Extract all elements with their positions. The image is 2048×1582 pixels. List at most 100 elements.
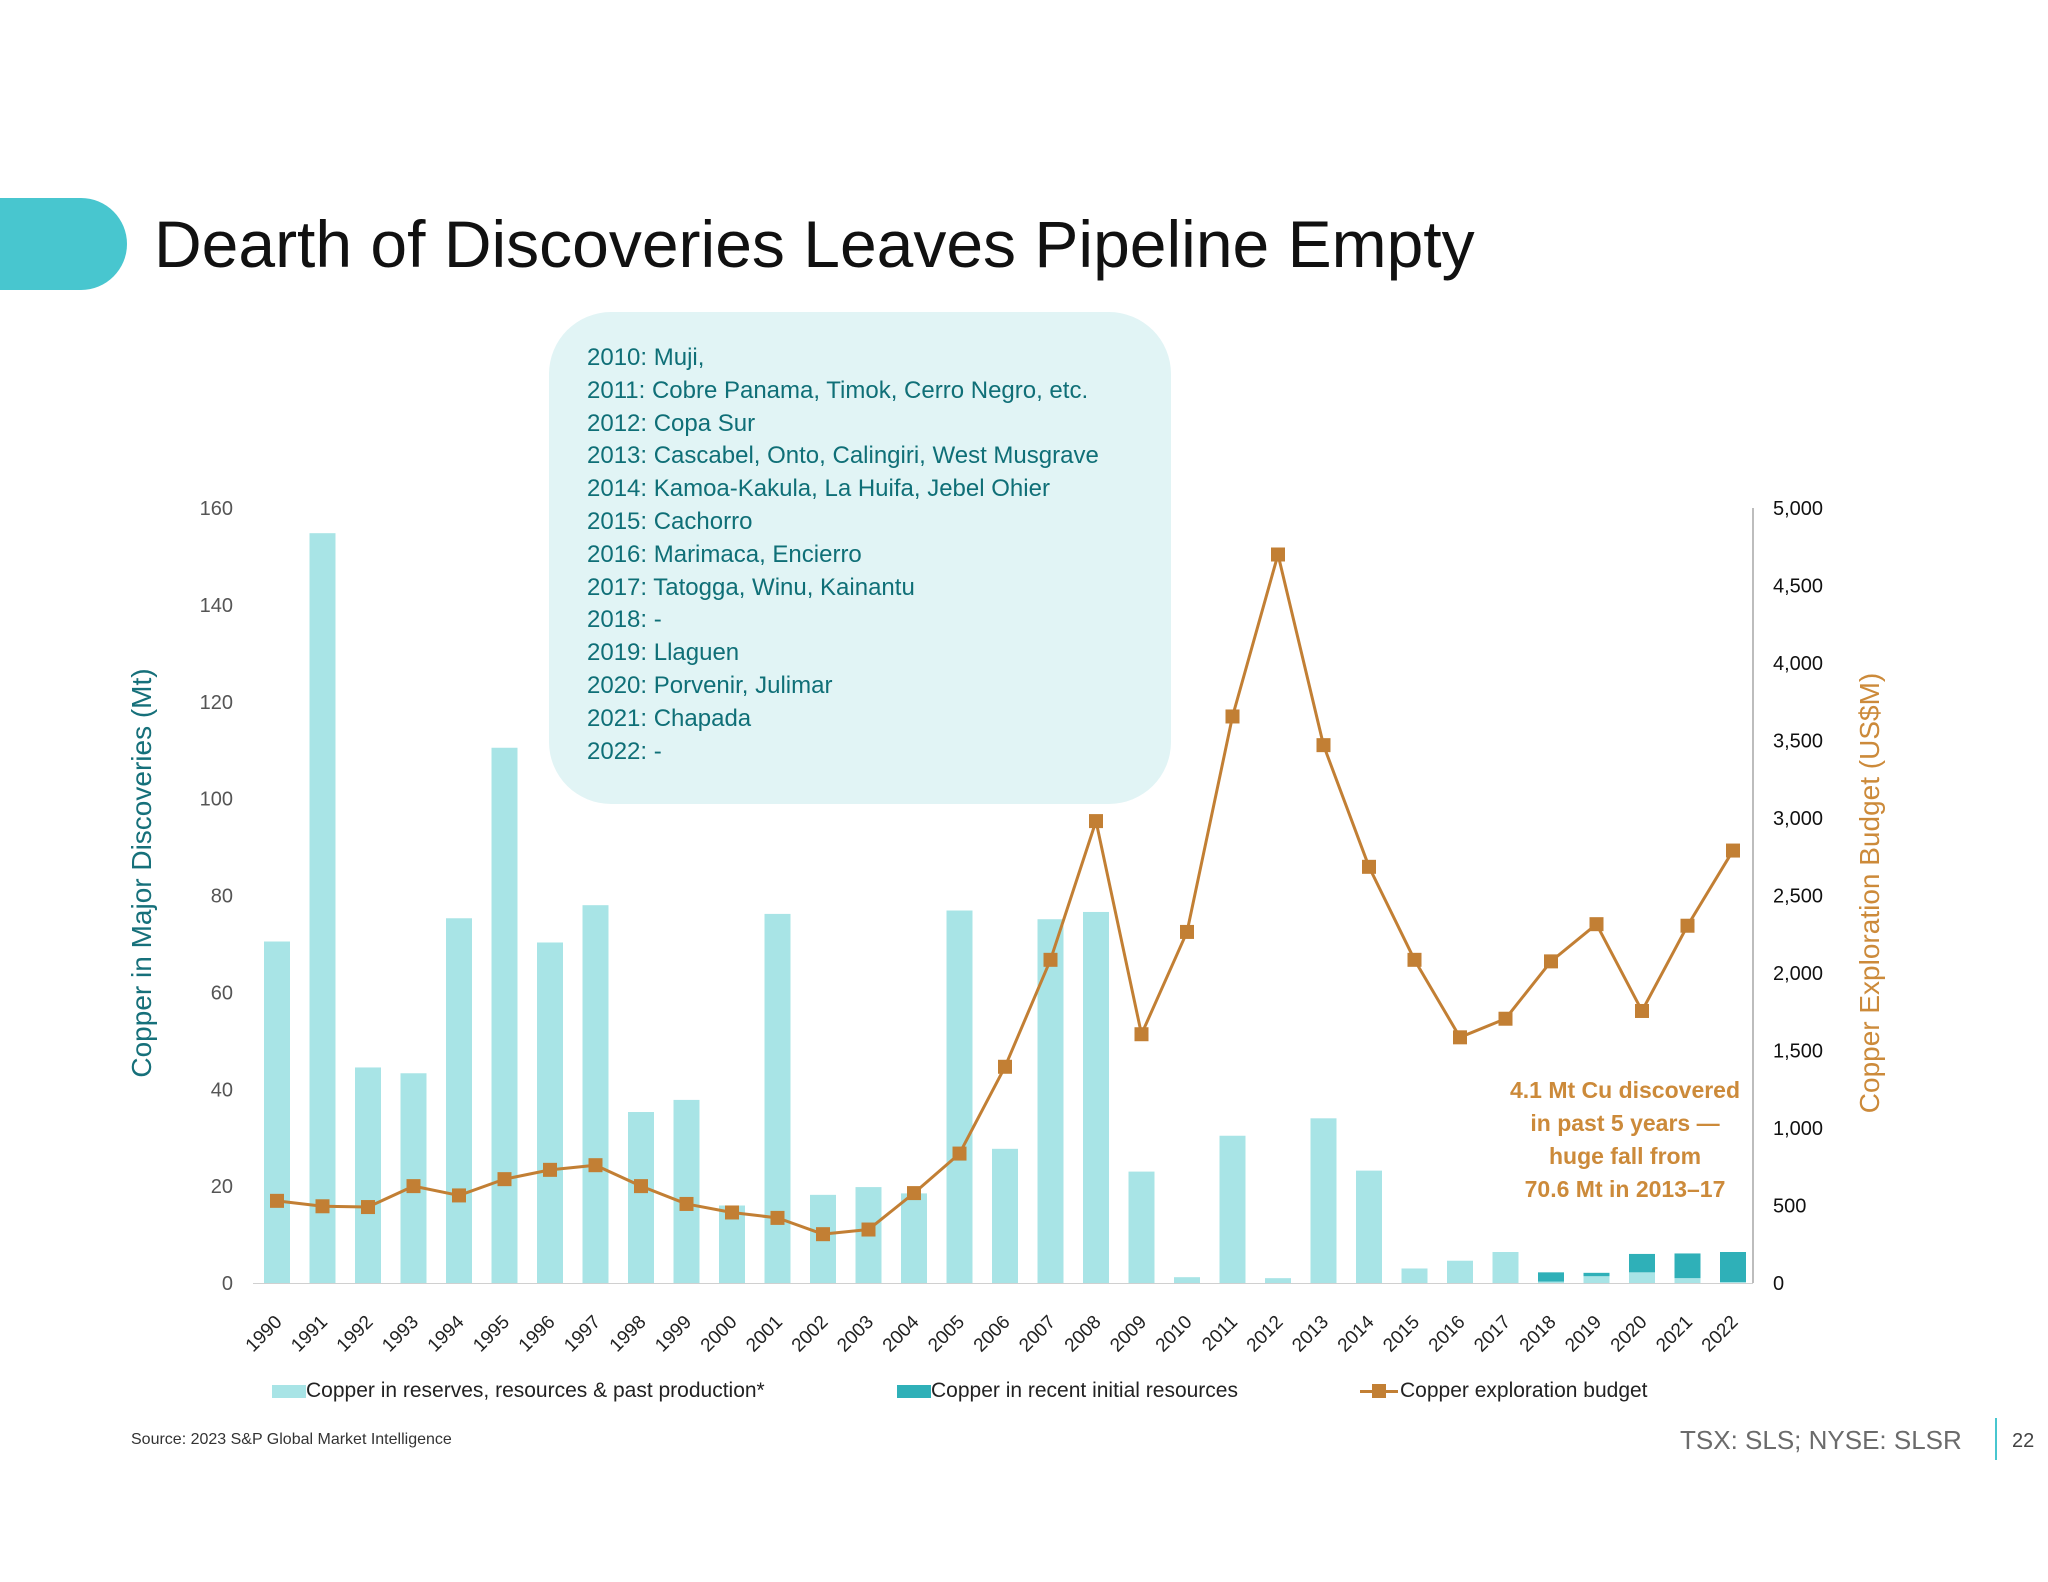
- callout-line: 2016: Marimaca, Encierro: [587, 540, 862, 568]
- budget-point-1990: [270, 1193, 284, 1208]
- chart-legend: Copper in reserves, resources & past pro…: [0, 1374, 2048, 1408]
- x-tick-label: 2021: [1652, 1312, 1697, 1357]
- left-tick-label: 20: [211, 1176, 233, 1198]
- bar-reserves-1999: [673, 1099, 700, 1283]
- right-tick-label: 2,000: [1773, 963, 1823, 985]
- callout-line: 2017: Tatogga, Winu, Kainantu: [587, 573, 915, 601]
- legend-label-reserves: Copper in reserves, resources & past pro…: [306, 1379, 765, 1402]
- bar-reserves-1994: [446, 918, 472, 1283]
- budget-point-1993: [406, 1179, 421, 1194]
- bar-recent-2019: [1583, 1272, 1610, 1277]
- x-tick-label: 1995: [469, 1312, 514, 1357]
- x-tick-label: 1996: [515, 1312, 560, 1357]
- budget-point-2013: [1316, 738, 1331, 753]
- bar-reserves-1996: [537, 942, 563, 1283]
- budget-point-2002: [816, 1227, 830, 1242]
- callout-line: 2022: -: [587, 737, 662, 765]
- callout-line: 2013: Cascabel, Onto, Calingiri, West Mu…: [587, 442, 1099, 470]
- x-tick-label: 2019: [1561, 1312, 1606, 1357]
- bar-reserves-2013: [1310, 1118, 1337, 1283]
- annotation-line: in past 5 years —: [1530, 1110, 1720, 1136]
- bar-reserves-2015: [1401, 1268, 1428, 1283]
- budget-point-2016: [1453, 1030, 1467, 1045]
- x-axis-ticks: 1990 1991 1992 1993 1994 1995 1996 1997 1998 1999…: [242, 1311, 1743, 1356]
- callout-line: 2018: -: [587, 606, 662, 634]
- x-tick-label: 1994: [424, 1311, 469, 1356]
- bar-recent-2022: [1720, 1252, 1746, 1283]
- bar-reserves-2020: [1629, 1272, 1655, 1283]
- callout-line: 2020: Porvenir, Julimar: [587, 671, 833, 699]
- x-tick-label: 1997: [560, 1312, 605, 1357]
- x-tick-label: 2004: [879, 1311, 924, 1356]
- left-tick-label: 140: [200, 595, 233, 617]
- callout-line: 2010: Muji,: [587, 344, 705, 371]
- budget-point-2015: [1407, 952, 1422, 967]
- x-tick-label: 2015: [1379, 1312, 1424, 1357]
- right-axis: 0 500 1,000 1,500 2,000 2,500 3,000 3,500 4,000 4…: [1752, 498, 1823, 1295]
- callout-line: 2011: Cobre Panama, Timok, Cerro Negro, …: [587, 376, 1089, 404]
- x-tick-label: 2001: [742, 1312, 787, 1357]
- x-tick-label: 2017: [1470, 1312, 1515, 1357]
- bar-reserves-2004: [901, 1193, 927, 1283]
- x-tick-label: 2007: [1015, 1312, 1060, 1357]
- bar-reserves-2014: [1356, 1170, 1382, 1283]
- discoveries-callout: 2010: Muji, 2011: Cobre Panama, Timok, C…: [549, 312, 1171, 804]
- source-note: Source: 2023 S&P Global Market Intellige…: [131, 1431, 452, 1448]
- right-tick-label: 3,500: [1773, 731, 1823, 753]
- budget-point-1995: [497, 1172, 512, 1187]
- x-tick-label: 2016: [1425, 1312, 1470, 1357]
- legend-swatch-budget: [1360, 1384, 1398, 1398]
- x-tick-label: 2020: [1607, 1312, 1652, 1357]
- bar-reserves-2009: [1128, 1171, 1155, 1283]
- discovery-annotation: 4.1 Mt Cu discovered in past 5 years — h…: [1478, 1074, 1772, 1206]
- budget-point-2000: [725, 1205, 739, 1220]
- legend-item-reserves: Copper in reserves, resources & past pro…: [272, 1374, 765, 1408]
- budget-point-2010: [1180, 924, 1194, 939]
- legend-swatch-reserves: [272, 1384, 306, 1398]
- title-accent-tab: [0, 198, 127, 290]
- page-number: 22: [2012, 1430, 2035, 1452]
- bar-reserves-2021: [1674, 1278, 1701, 1283]
- bar-reserves-2019: [1583, 1276, 1610, 1283]
- budget-point-1994: [452, 1188, 466, 1203]
- right-tick-label: 1,500: [1773, 1041, 1823, 1063]
- budget-point-2021: [1680, 918, 1695, 933]
- footer-divider: [1995, 1418, 1997, 1460]
- x-tick-label: 2018: [1516, 1312, 1561, 1357]
- bar-reserves-2012: [1265, 1278, 1291, 1283]
- bar-recent-2021: [1674, 1253, 1701, 1279]
- budget-point-1999: [679, 1196, 694, 1211]
- x-tick-label: 2014: [1334, 1311, 1379, 1356]
- right-tick-label: 500: [1773, 1196, 1806, 1218]
- left-tick-label: 160: [200, 498, 233, 520]
- budget-point-2007: [1043, 952, 1058, 967]
- callout-line: 2014: Kamoa-Kakula, La Huifa, Jebel Ohie…: [587, 475, 1050, 503]
- x-tick-label: 2011: [1198, 1312, 1242, 1356]
- slide-title: Dearth of Discoveries Leaves Pipeline Em…: [154, 207, 1475, 281]
- budget-point-2011: [1225, 709, 1240, 724]
- budget-point-2019: [1589, 917, 1604, 932]
- callout-line: 2019: Llaguen: [587, 639, 740, 667]
- bar-reserves-2017: [1492, 1252, 1519, 1283]
- x-tick-label: 2005: [924, 1312, 969, 1357]
- x-tick-label: 2012: [1243, 1312, 1288, 1357]
- x-tick-label: 1992: [333, 1312, 378, 1357]
- x-tick-label: 2000: [697, 1312, 742, 1357]
- bar-reserves-2007: [1037, 919, 1064, 1283]
- budget-point-2003: [861, 1222, 876, 1237]
- bar-recent-2020: [1629, 1253, 1655, 1273]
- left-tick-label: 100: [200, 789, 233, 811]
- budget-point-1991: [315, 1199, 330, 1214]
- legend-item-budget: Copper exploration budget: [1360, 1374, 1648, 1408]
- right-tick-label: 3,000: [1773, 808, 1823, 830]
- right-tick-label: 4,500: [1773, 576, 1823, 598]
- bar-reserves-2008: [1083, 911, 1109, 1283]
- bar-reserves-2005: [946, 910, 973, 1283]
- budget-point-2006: [998, 1059, 1012, 1074]
- bar-reserves-2022: [1720, 1282, 1746, 1283]
- left-tick-label: 60: [211, 982, 233, 1004]
- right-tick-label: 2,500: [1773, 886, 1823, 908]
- budget-point-2022: [1726, 843, 1740, 858]
- x-tick-label: 1998: [606, 1312, 651, 1357]
- right-tick-label: 4,000: [1773, 653, 1823, 675]
